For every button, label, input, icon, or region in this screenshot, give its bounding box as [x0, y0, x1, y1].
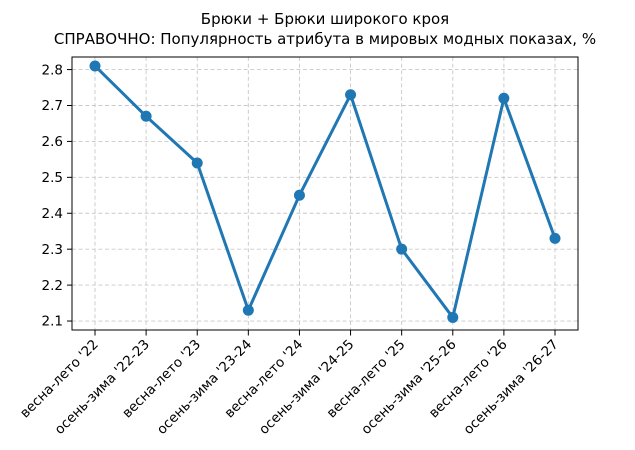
y-tick-label: 2.7 — [42, 98, 63, 114]
y-tick-label: 2.6 — [42, 134, 63, 150]
x-tick-label: осень-зима '24-25 — [256, 337, 357, 438]
data-point — [191, 157, 203, 169]
gridlines — [72, 57, 578, 330]
data-point — [345, 89, 357, 101]
data-point — [242, 304, 254, 316]
chart-title-line1: Брюки + Брюки широкого кроя — [201, 10, 449, 28]
data-point — [89, 60, 101, 72]
chart-title-line2: СПРАВОЧНО: Популярность атрибута в миров… — [54, 30, 596, 48]
tick-marks — [67, 69, 556, 336]
plot-border — [71, 56, 579, 331]
data-point — [549, 232, 561, 244]
data-point — [396, 243, 408, 255]
x-tick-label: осень-зима '25-26 — [358, 337, 459, 438]
data-point — [447, 311, 459, 323]
data-point — [140, 110, 152, 122]
series-line — [93, 64, 557, 319]
y-tick-label: 2.8 — [42, 62, 63, 78]
data-series — [89, 60, 561, 323]
data-point — [293, 189, 305, 201]
y-tick-label: 2.4 — [42, 206, 63, 222]
y-tick-label: 2.5 — [42, 170, 63, 186]
x-tick-label: осень-зима '22-23 — [52, 337, 153, 438]
data-point — [498, 92, 510, 104]
axes-frame — [71, 56, 579, 331]
y-tick-labels: 2.1 2.2 2.3 2.4 2.5 2.6 2.7 2.8 — [42, 62, 63, 329]
x-tick-label: осень-зима '26-27 — [461, 337, 562, 438]
y-tick-label: 2.2 — [42, 278, 63, 294]
y-tick-label: 2.1 — [42, 314, 63, 330]
x-tick-label: осень-зима '23-24 — [154, 337, 255, 438]
y-tick-label: 2.3 — [42, 242, 63, 258]
